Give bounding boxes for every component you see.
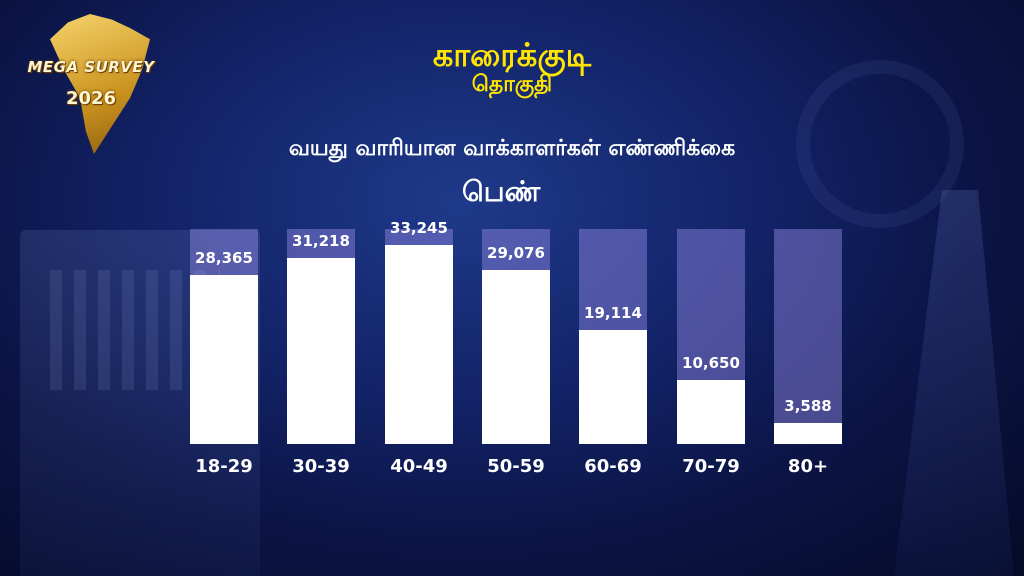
bar-value-label: 19,114	[584, 304, 642, 322]
category-label: 80+	[787, 456, 829, 477]
constituency-subtitle: தொகுதி	[471, 72, 553, 97]
bar-70-79	[677, 380, 745, 444]
bar-track-50-59: 29,076	[482, 229, 550, 444]
bar-value-label: 28,365	[195, 249, 253, 267]
bar-18-29	[190, 275, 258, 444]
bar-track-18-29: 28,365	[190, 229, 258, 444]
bar-track-70-79: 10,650	[677, 229, 745, 444]
bar-value-label: 3,588	[784, 397, 832, 415]
bar-track-80+: 3,588	[774, 229, 842, 444]
background-temple-tower	[894, 190, 1014, 576]
category-label: 70-79	[682, 456, 740, 477]
bar-track-30-39: 31,218	[287, 229, 355, 444]
bar-value-label: 10,650	[682, 354, 740, 372]
bar-value-label: 33,245	[390, 219, 448, 237]
logo-text: MEGA SURVEY	[27, 58, 155, 76]
bar-40-49	[385, 245, 453, 444]
gender-label: பெண்	[462, 175, 541, 208]
bar-60-69	[579, 330, 647, 444]
logo-year: 2026	[65, 88, 117, 109]
bar-track-60-69: 19,114	[579, 229, 647, 444]
bar-track-40-49: 33,245	[385, 219, 453, 444]
bar-value-label: 29,076	[487, 244, 545, 262]
constituency-title: காரைக்குடி	[432, 36, 592, 74]
category-label: 18-29	[195, 456, 253, 477]
category-label: 40-49	[390, 456, 448, 477]
bar-30-39	[287, 258, 355, 444]
bar-80+	[774, 423, 842, 444]
bar-50-59	[482, 270, 550, 444]
mega-survey-logo: MEGA SURVEY 2026	[26, 14, 156, 154]
category-label: 30-39	[292, 456, 350, 477]
category-label: 50-59	[487, 456, 545, 477]
category-label: 60-69	[584, 456, 642, 477]
bar-value-label: 31,218	[292, 232, 350, 250]
chart-title: வயது வாரியான வாக்காளர்கள் எண்ணிக்கை	[288, 136, 736, 161]
